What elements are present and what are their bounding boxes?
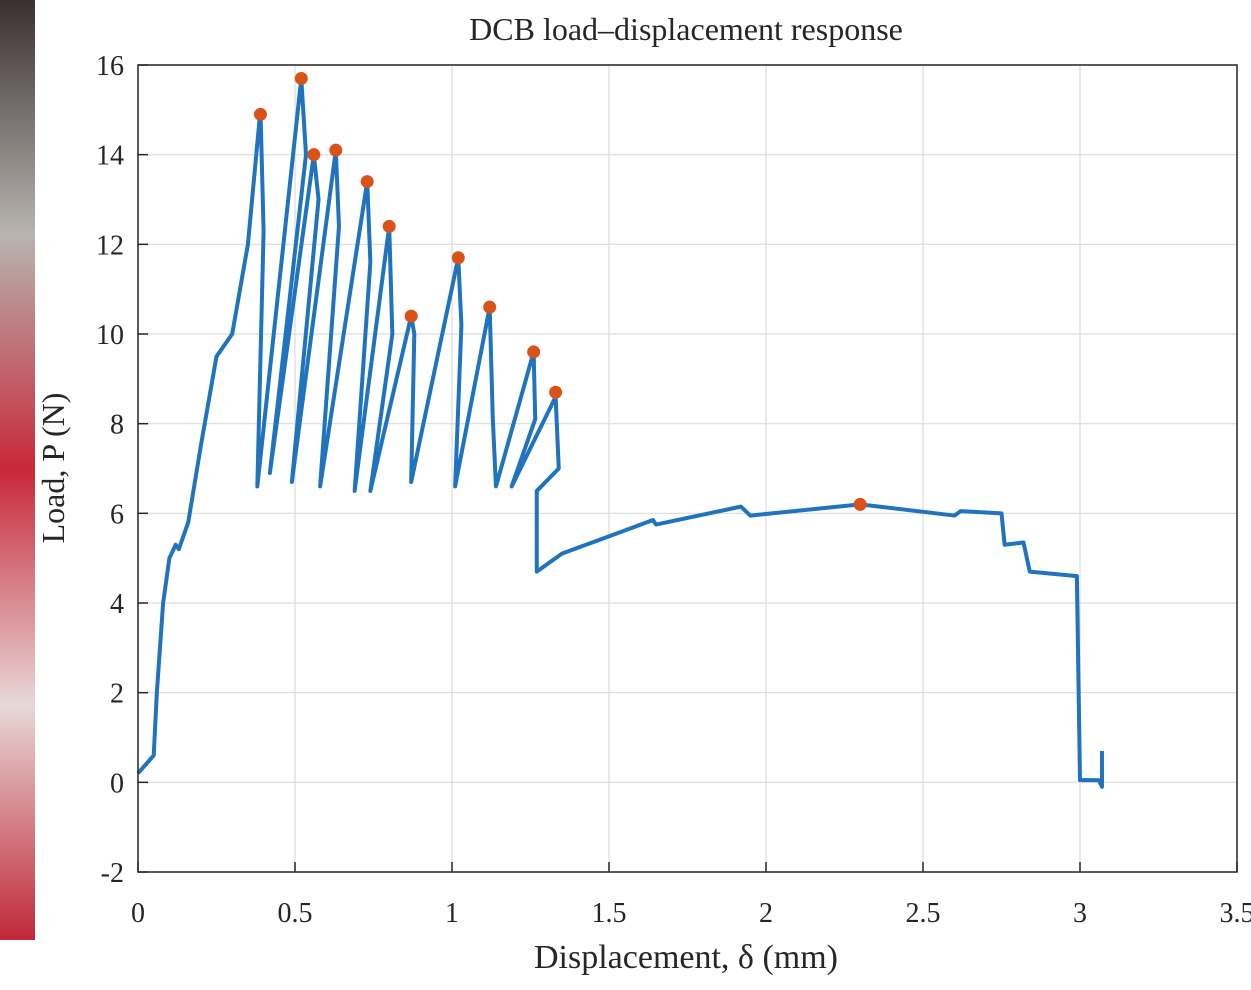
y-axis-label: Load, P (N) (35, 393, 71, 544)
y-tick-label: 8 (110, 410, 124, 441)
y-tick-label: 2 (110, 679, 124, 710)
peak-marker (549, 386, 562, 399)
peak-marker (295, 72, 308, 85)
x-tick-label: 1 (445, 898, 459, 929)
x-tick-label: 1.5 (592, 898, 627, 929)
y-tick-label: 4 (110, 589, 124, 620)
x-tick-label: 2.5 (906, 898, 941, 929)
y-tick-label: 10 (96, 320, 124, 351)
x-axis-label: Displacement, δ (mm) (534, 939, 838, 976)
x-tick-label: 3.5 (1220, 898, 1251, 929)
peak-marker (483, 301, 496, 314)
chart-title: DCB load–displacement response (469, 11, 903, 47)
x-tick-label: 3 (1073, 898, 1087, 929)
x-tick-label: 0 (131, 898, 145, 929)
y-tick-label: 12 (96, 230, 124, 261)
y-tick-label: 16 (96, 51, 124, 82)
photo-strip (0, 0, 35, 940)
plot (138, 72, 1102, 787)
x-tick-label: 0.5 (278, 898, 313, 929)
y-tick-label: 0 (110, 768, 124, 799)
peak-marker (405, 310, 418, 323)
y-tick-label: -2 (101, 858, 124, 889)
peak-marker (329, 144, 342, 157)
peak-marker (254, 108, 267, 121)
load-curve (138, 78, 1102, 786)
peak-marker (361, 175, 374, 188)
x-tick-label: 2 (759, 898, 773, 929)
peak-marker (527, 345, 540, 358)
peak-marker (854, 498, 867, 511)
peak-marker (452, 251, 465, 264)
y-tick-label: 14 (96, 141, 124, 172)
y-tick-label: 6 (110, 499, 124, 530)
peak-marker (307, 148, 320, 161)
peak-marker (383, 220, 396, 233)
